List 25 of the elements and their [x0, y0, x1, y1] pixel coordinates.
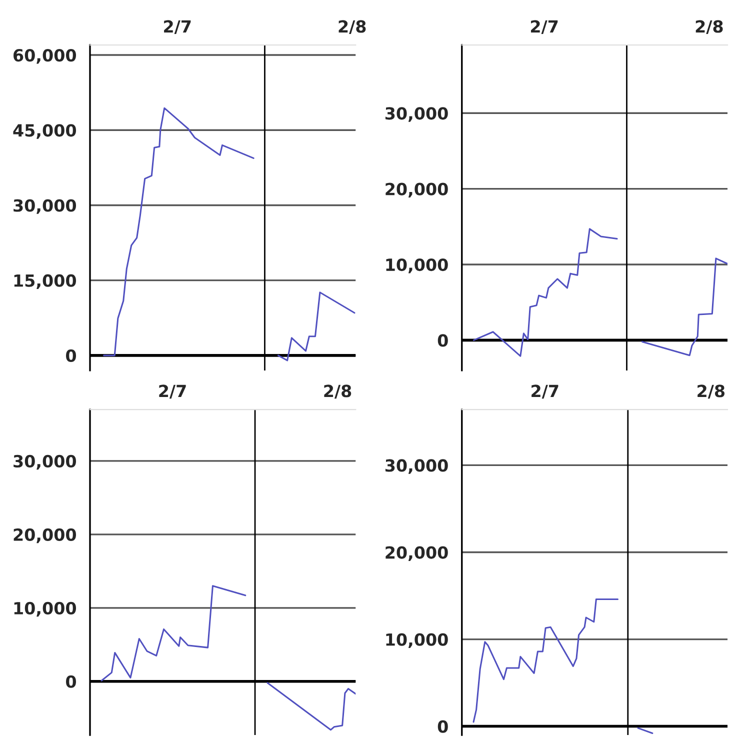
x-tick-label: 2/7 — [159, 384, 186, 399]
x-tick-label: 2/8 — [696, 20, 723, 34]
y-tick-label: 0 — [438, 334, 448, 347]
y-tick-label: 15,000 — [14, 274, 76, 290]
x-tick-label: 2/8 — [338, 20, 366, 34]
y-tick-label: 10,000 — [386, 258, 448, 274]
x-tick-label: 2/8 — [698, 384, 725, 399]
y-tick-label: 30,000 — [14, 199, 76, 214]
y-tick-label: 10,000 — [14, 602, 76, 617]
y-tick-label: 0 — [438, 720, 448, 733]
y-tick-label: 20,000 — [14, 528, 76, 544]
y-tick-label: 20,000 — [386, 182, 448, 198]
y-tick-label: 10,000 — [386, 633, 448, 648]
y-tick-label: 30,000 — [385, 107, 448, 122]
x-tick-label: 2/7 — [164, 20, 191, 34]
y-tick-label: 30,000 — [14, 454, 76, 470]
y-tick-label: 0 — [66, 349, 76, 362]
y-tick-label: 20,000 — [386, 546, 448, 561]
y-tick-label: 45,000 — [13, 124, 76, 139]
x-tick-label: 2/7 — [530, 20, 558, 34]
x-tick-label: 2/7 — [532, 384, 558, 399]
y-tick-label: 0 — [66, 675, 76, 688]
y-tick-label: 60,000 — [14, 48, 76, 64]
y-tick-label: 30,000 — [385, 459, 448, 474]
x-tick-label: 2/8 — [324, 384, 352, 399]
